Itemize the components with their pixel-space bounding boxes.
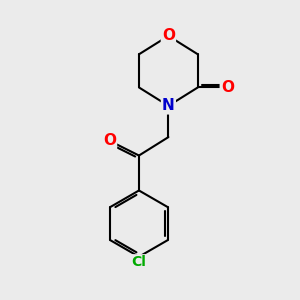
Text: Cl: Cl	[131, 255, 146, 269]
Text: O: O	[103, 133, 116, 148]
Text: N: N	[162, 98, 175, 113]
Text: O: O	[162, 28, 175, 44]
Text: O: O	[221, 80, 234, 95]
